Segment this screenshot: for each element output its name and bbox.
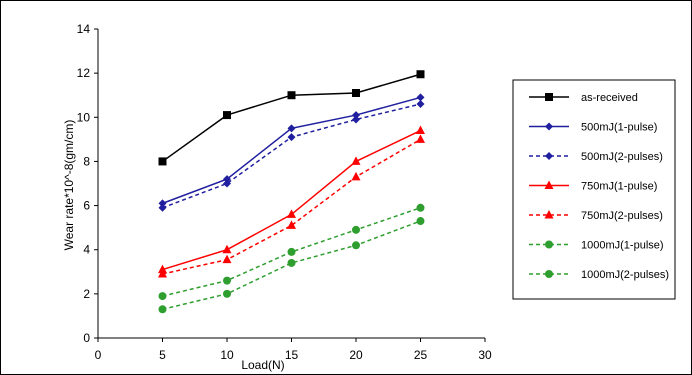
series-line — [162, 138, 421, 275]
series-5 — [158, 134, 425, 278]
y-tick-label: 0 — [83, 331, 90, 345]
y-tick-label: 14 — [77, 22, 91, 36]
data-point — [352, 241, 360, 250]
legend-label: 500mJ(2-pulses) — [581, 151, 663, 163]
data-point — [351, 171, 361, 181]
series-7 — [158, 217, 425, 314]
data-point — [223, 111, 231, 120]
y-tick-label: 4 — [83, 243, 90, 257]
data-point — [158, 292, 167, 301]
x-tick-label: 0 — [95, 348, 102, 362]
data-point — [287, 91, 296, 100]
axes: 0 2 4 6 8 10 12 14 0 5 10 15 20 25 30 — [77, 22, 492, 362]
data-point — [287, 220, 296, 229]
y-tick-label: 10 — [77, 110, 91, 124]
series-1 — [158, 70, 425, 166]
y-tick-label: 12 — [77, 66, 91, 80]
series-6 — [158, 203, 425, 301]
series-line — [162, 103, 421, 209]
data-point — [223, 276, 231, 285]
legend-label: 500mJ(1-pulse) — [581, 122, 657, 134]
y-tick-label: 8 — [83, 154, 90, 168]
legend: as-received 500mJ(1-pulse) 500mJ(2-pulses)… — [512, 79, 676, 300]
data-point — [287, 133, 296, 142]
data-point — [352, 225, 360, 234]
series-layer — [158, 70, 425, 314]
x-axis-title: Load(N) — [241, 358, 284, 372]
legend-entry: 750mJ(1-pulse) — [529, 180, 657, 193]
y-tick-label: 6 — [83, 199, 90, 213]
data-point — [287, 247, 296, 256]
data-point — [416, 203, 425, 212]
data-point — [416, 70, 425, 79]
x-tick-label: 30 — [478, 348, 492, 362]
legend-marker — [545, 240, 553, 249]
legend-marker — [544, 210, 554, 219]
legend-marker — [545, 93, 553, 101]
data-point — [158, 199, 167, 208]
data-point — [416, 100, 425, 109]
x-tick-label: 15 — [285, 348, 299, 362]
legend-entry: as-received — [529, 92, 638, 104]
legend-entry: 500mJ(1-pulse) — [529, 122, 657, 134]
x-tick-label: 20 — [349, 348, 363, 362]
data-point — [158, 157, 167, 166]
data-point — [158, 264, 167, 274]
data-point — [223, 179, 231, 188]
legend-label: as-received — [581, 92, 638, 104]
legend-box — [512, 79, 676, 300]
legend-entry: 1000mJ(2-pulses) — [529, 269, 669, 281]
data-point — [352, 111, 360, 120]
series-4 — [158, 125, 425, 274]
data-point — [351, 156, 361, 165]
x-tick-label: 25 — [414, 348, 428, 362]
y-axis-title: Wear rate*10^-8(gm/cm) — [62, 120, 76, 251]
data-point — [352, 89, 360, 98]
y-tick-label: 2 — [83, 287, 90, 301]
data-point — [287, 209, 296, 218]
series-line — [162, 220, 421, 311]
legend-label: 1000mJ(1-pulse) — [581, 240, 664, 252]
data-point — [416, 134, 425, 143]
legend-marker — [545, 122, 553, 131]
legend-marker — [545, 270, 553, 278]
data-point — [352, 115, 360, 124]
data-point — [416, 93, 425, 102]
series-2 — [158, 93, 425, 208]
x-tick-label: 10 — [220, 348, 234, 362]
data-point — [287, 258, 296, 267]
x-tick-label: 5 — [159, 348, 166, 362]
legend-marker — [545, 152, 553, 160]
legend-label: 750mJ(1-pulse) — [581, 181, 657, 193]
data-point — [158, 268, 167, 278]
legend-label: 750mJ(2-pulses) — [581, 210, 663, 222]
legend-label: 1000mJ(2-pulses) — [581, 269, 669, 281]
data-point — [222, 254, 232, 264]
data-point — [416, 217, 425, 226]
data-point — [287, 124, 296, 133]
legend-entry: 750mJ(2-pulses) — [529, 210, 663, 222]
data-point — [223, 175, 231, 184]
data-point — [158, 203, 167, 212]
data-point — [416, 125, 425, 135]
series-3 — [158, 100, 425, 212]
data-point — [222, 244, 232, 254]
data-point — [158, 305, 167, 314]
data-point — [223, 289, 231, 298]
legend-entry: 1000mJ(1-pulse) — [529, 240, 664, 252]
legend-entry: 500mJ(2-pulses) — [529, 151, 663, 163]
legend-marker — [544, 180, 554, 189]
